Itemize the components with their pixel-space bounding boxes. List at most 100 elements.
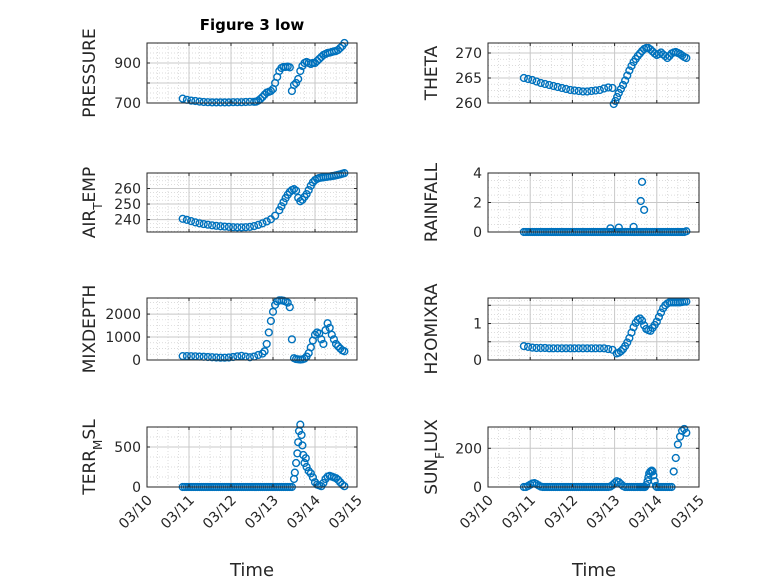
data-point bbox=[216, 353, 225, 362]
data-point bbox=[191, 96, 200, 106]
data-point bbox=[566, 344, 575, 353]
data-point bbox=[187, 217, 196, 226]
data-point bbox=[258, 92, 267, 102]
data-point bbox=[298, 441, 307, 450]
data-point bbox=[323, 319, 332, 328]
data-point bbox=[336, 43, 345, 53]
y-tick-label: 240 bbox=[114, 213, 141, 229]
data-point bbox=[591, 344, 600, 353]
data-point bbox=[528, 75, 537, 85]
data-point bbox=[262, 339, 271, 349]
y-axis-label: TERRMSL bbox=[80, 419, 105, 496]
data-point bbox=[304, 466, 313, 476]
y-axis-label: MIXDEPTH bbox=[80, 285, 100, 374]
data-point bbox=[271, 211, 280, 220]
data-point bbox=[549, 81, 558, 91]
data-point bbox=[212, 221, 221, 230]
data-point bbox=[187, 96, 196, 105]
data-point bbox=[258, 219, 267, 228]
data-point bbox=[208, 353, 217, 362]
data-point bbox=[264, 328, 273, 337]
data-point bbox=[595, 85, 604, 95]
data-point bbox=[208, 221, 217, 230]
data-point bbox=[237, 98, 246, 107]
data-point bbox=[245, 222, 255, 231]
data-point bbox=[310, 330, 320, 339]
data-point bbox=[256, 94, 265, 104]
data-point bbox=[640, 205, 649, 214]
axes-box bbox=[487, 42, 700, 104]
data-point bbox=[294, 74, 303, 84]
data-point bbox=[652, 317, 661, 326]
data-point bbox=[649, 471, 658, 480]
subplot-theta: 260 265 270 THETA bbox=[422, 42, 700, 112]
data-point bbox=[570, 344, 579, 353]
data-point bbox=[656, 308, 666, 317]
data-point bbox=[296, 66, 305, 76]
data-point bbox=[618, 80, 628, 90]
data-point bbox=[553, 344, 562, 353]
data-point bbox=[613, 92, 622, 102]
y-tick-label: 0 bbox=[132, 353, 141, 369]
axes-box bbox=[146, 42, 358, 104]
data-point bbox=[338, 480, 347, 489]
data-point bbox=[224, 222, 234, 231]
y-tick-label: 700 bbox=[114, 96, 141, 112]
data-point bbox=[637, 177, 647, 186]
data-point bbox=[319, 339, 328, 349]
data-point bbox=[275, 206, 284, 215]
data-point bbox=[266, 86, 276, 96]
subplot-h2omixra: 0 1 H2OMIXRA bbox=[422, 283, 700, 375]
y-tick-label: 500 bbox=[114, 440, 141, 456]
x-axis-label-left: Time bbox=[229, 560, 274, 581]
data-point bbox=[648, 467, 657, 476]
axes-box bbox=[146, 426, 358, 488]
data-point bbox=[340, 347, 349, 356]
data-point bbox=[296, 420, 305, 429]
data-point bbox=[574, 344, 583, 353]
subplot-pressure: 700 900 PRESSURE bbox=[80, 28, 358, 118]
data-point bbox=[229, 223, 238, 232]
y-tick-label: 1000 bbox=[105, 330, 141, 346]
data-point bbox=[199, 97, 208, 107]
data-point bbox=[279, 198, 288, 207]
data-point bbox=[587, 344, 596, 353]
data-point bbox=[195, 219, 204, 228]
data-point bbox=[540, 79, 550, 89]
axes-box bbox=[146, 172, 358, 233]
data-point bbox=[519, 73, 528, 83]
data-point bbox=[178, 214, 187, 223]
y-tick-label: 0 bbox=[473, 353, 482, 369]
figure-title: Figure 3 low bbox=[200, 16, 305, 34]
y-axis-label: AIRTEMP bbox=[80, 167, 105, 238]
y-tick-label: 4 bbox=[473, 166, 482, 182]
data-point bbox=[296, 197, 305, 206]
data-point bbox=[623, 71, 632, 80]
y-axis-label: PRESSURE bbox=[80, 28, 100, 117]
y-axis-label: SUNFLUX bbox=[422, 419, 447, 495]
data-point bbox=[557, 344, 566, 353]
data-point bbox=[302, 462, 311, 472]
data-point bbox=[212, 353, 221, 362]
data-point bbox=[528, 343, 537, 352]
data-point bbox=[292, 78, 301, 88]
data-point bbox=[208, 98, 217, 107]
data-point bbox=[587, 86, 596, 96]
data-point bbox=[599, 344, 609, 353]
data-point bbox=[616, 84, 626, 94]
data-point bbox=[647, 466, 656, 475]
data-point bbox=[678, 51, 687, 60]
data-point bbox=[289, 80, 299, 90]
data-point bbox=[308, 473, 318, 482]
data-point bbox=[545, 80, 554, 90]
data-point bbox=[302, 190, 311, 199]
data-point bbox=[233, 223, 242, 232]
axes-box bbox=[146, 297, 358, 361]
data-point bbox=[561, 84, 571, 94]
data-point bbox=[616, 347, 626, 356]
axes-box bbox=[487, 297, 700, 361]
y-tick-label: 0 bbox=[473, 225, 482, 241]
data-point bbox=[245, 353, 255, 362]
data-point bbox=[289, 185, 299, 194]
